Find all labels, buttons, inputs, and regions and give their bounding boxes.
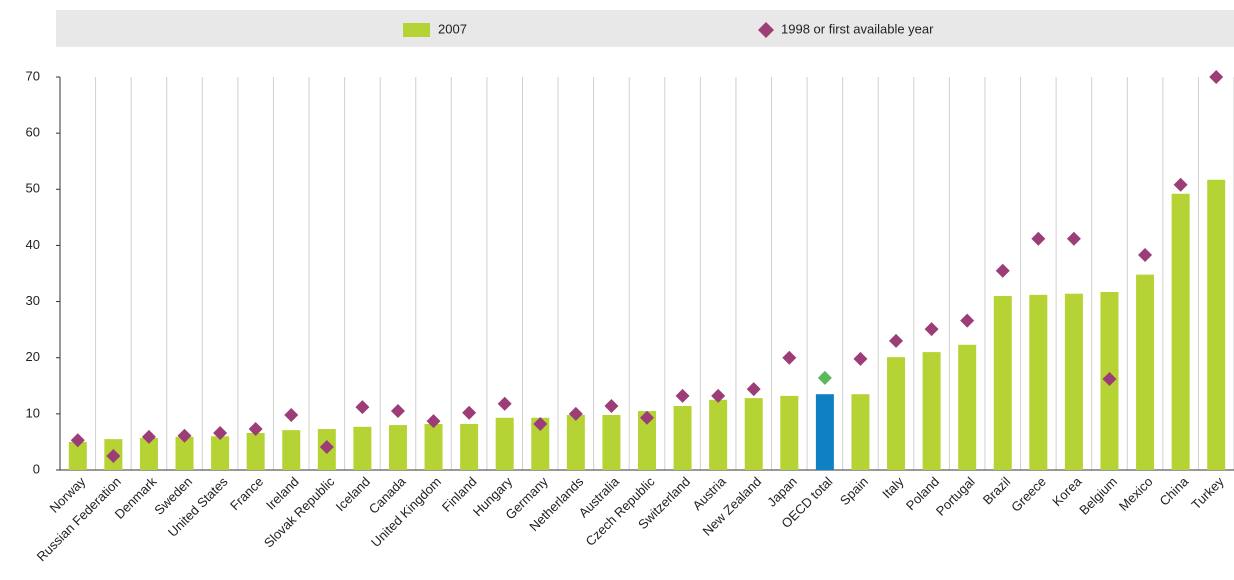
marker [640, 410, 654, 425]
marker [70, 433, 85, 448]
bar [566, 414, 585, 470]
bar [887, 357, 906, 470]
bar [744, 398, 763, 470]
marker [355, 400, 370, 415]
bar [851, 394, 870, 470]
marker [1209, 70, 1224, 84]
bar [175, 436, 194, 470]
marker [141, 429, 156, 444]
bar [1136, 274, 1155, 470]
bar [709, 399, 728, 470]
marker [1173, 177, 1188, 192]
x-tick-label: Greece [1008, 474, 1049, 515]
bar [673, 405, 692, 470]
marker [746, 382, 761, 397]
marker [177, 428, 192, 443]
marker [817, 370, 832, 385]
y-tick-label: 30 [26, 293, 40, 308]
bar [388, 425, 407, 470]
y-tick-label: 0 [33, 461, 40, 476]
marker [248, 422, 263, 437]
marker [711, 388, 726, 403]
bar [211, 436, 230, 470]
x-tick-label: France [227, 474, 266, 513]
marker [213, 425, 228, 440]
y-tick-label: 60 [26, 125, 40, 140]
x-tick-label: Turkey [1188, 474, 1227, 513]
y-tick-label: 50 [26, 181, 40, 196]
bar [922, 352, 941, 470]
x-tick-label: Belgium [1076, 474, 1120, 518]
marker [1066, 231, 1081, 246]
marker [782, 350, 797, 365]
bar [1207, 179, 1226, 470]
x-tick-label: Mexico [1116, 474, 1156, 514]
marker [675, 388, 690, 403]
bar [1064, 293, 1083, 470]
x-tick-label: Portugal [933, 474, 978, 519]
bar [139, 437, 158, 470]
bar [282, 430, 301, 470]
x-tick-label: Spain [837, 474, 871, 508]
y-tick-label: 70 [26, 68, 40, 83]
marker [533, 416, 548, 431]
x-tick-label: China [1157, 473, 1192, 508]
x-tick-label: Italy [879, 474, 907, 502]
marker [604, 398, 619, 413]
marker [924, 322, 939, 337]
bar [638, 411, 656, 470]
bar [353, 426, 372, 470]
bar [495, 417, 514, 470]
marker [1031, 231, 1046, 246]
marker [568, 406, 583, 421]
bar [246, 432, 265, 470]
y-tick-label: 10 [26, 405, 40, 420]
marker [497, 396, 512, 411]
marker [390, 404, 405, 419]
bar [958, 344, 977, 470]
legend-label: 1998 or first available year [781, 21, 934, 36]
marker [284, 407, 299, 422]
legend-background [56, 10, 1234, 47]
legend-marker [758, 22, 774, 38]
marker [853, 351, 868, 366]
legend-swatch [403, 23, 430, 37]
marker [1138, 247, 1153, 262]
legend-label: 2007 [438, 21, 467, 36]
bar [780, 395, 799, 470]
marker [995, 263, 1010, 278]
marker [462, 405, 477, 420]
bar [815, 394, 834, 470]
marker [426, 414, 441, 429]
bar [460, 423, 479, 470]
bar [1171, 193, 1190, 470]
bar [424, 423, 443, 470]
bar [602, 414, 621, 470]
marker [319, 439, 334, 454]
marker [1102, 372, 1117, 387]
x-tick-label: Brazil [980, 474, 1014, 508]
y-tick-label: 20 [26, 349, 40, 364]
y-tick-label: 40 [26, 237, 40, 252]
bar [1029, 294, 1048, 470]
marker [106, 448, 121, 463]
bar [68, 441, 87, 470]
marker [960, 313, 975, 328]
marker [889, 333, 904, 348]
bar [993, 295, 1012, 470]
bar [531, 417, 550, 470]
